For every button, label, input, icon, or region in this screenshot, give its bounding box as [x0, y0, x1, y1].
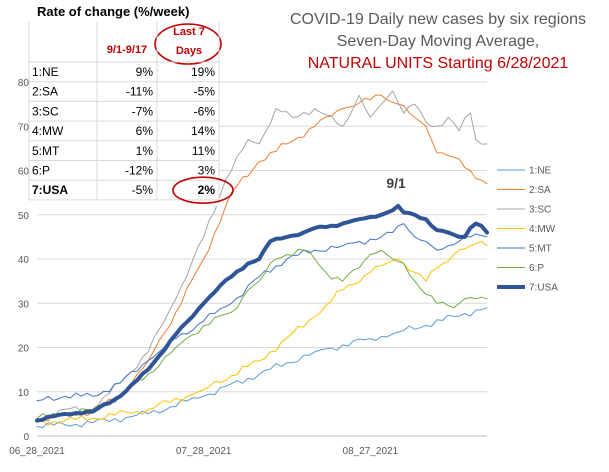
y-tick-label: 30 — [18, 299, 30, 310]
series-lines — [35, 90, 489, 429]
y-tick-label: 10 — [18, 388, 30, 399]
rate-table-value-last-7-days: 14% — [191, 124, 215, 138]
rate-table-value-9-1-9-17: -12% — [125, 164, 153, 178]
rate-table-value-last-7-days: 11% — [192, 144, 215, 158]
chart-title-line: COVID-19 Daily new cases by six regions — [290, 11, 586, 28]
legend-label: 7:USA — [529, 283, 558, 294]
rate-table-background — [29, 2, 219, 206]
x-tick-label: 08_27_2021 — [343, 446, 399, 457]
chart-title: COVID-19 Daily new cases by six regions S… — [290, 11, 586, 72]
rate-table-region: 4:MW — [32, 124, 64, 138]
rate-table-col2-header: Days — [176, 45, 202, 57]
y-axis-ticks: 0 10 20 30 40 50 60 70 80 — [18, 78, 30, 443]
rate-table-region: 3:SC — [32, 104, 59, 118]
rate-table-region: 5:MT — [32, 144, 60, 158]
rate-table-region: 2:SA — [32, 85, 58, 99]
rate-table-col1-header: 9/1-9/17 — [107, 44, 147, 56]
y-tick-label: 20 — [18, 344, 30, 355]
rate-table-region: 7:USA — [32, 183, 68, 197]
legend-label: 4:MW — [529, 224, 556, 235]
series-line-7usa — [35, 203, 489, 423]
y-tick-label: 50 — [18, 211, 30, 222]
rate-table-value-9-1-9-17: 9% — [136, 65, 154, 79]
y-tick-label: 80 — [18, 78, 30, 89]
rate-table-col2-header: Last 7 — [173, 26, 205, 38]
y-tick-label: 0 — [23, 432, 29, 443]
y-tick-label: 70 — [18, 122, 30, 133]
rate-table-value-9-1-9-17: 1% — [136, 144, 154, 158]
rate-table: Rate of change (%/week) 9/1-9/17 Last 7 Day… — [28, 2, 234, 206]
chart-title-line: NATURAL UNITS Starting 6/28/2021 — [308, 55, 569, 72]
x-tick-label: 07_28_2021 — [176, 446, 232, 457]
rate-table-value-last-7-days: 19% — [191, 65, 215, 79]
chart-title-line: Seven-Day Moving Average, — [337, 33, 539, 50]
highlight-circle — [154, 23, 222, 65]
legend-label: 5:MT — [529, 244, 552, 255]
legend-label: 1:NE — [529, 166, 552, 177]
legend-label: 6:P — [529, 263, 544, 274]
rate-table-value-9-1-9-17: -7% — [132, 104, 154, 118]
x-tick-label: 06_28_2021 — [9, 446, 65, 457]
rate-table-region: 6:P — [32, 164, 50, 178]
legend-label: 3:SC — [529, 205, 551, 216]
highlight-circle — [172, 176, 234, 204]
series-line-1ne — [36, 307, 488, 429]
rate-table-value-9-1-9-17: -5% — [132, 183, 154, 197]
rate-table-value-9-1-9-17: -11% — [126, 85, 153, 99]
rate-table-value-last-7-days: 3% — [198, 164, 216, 178]
rate-table-region: 1:NE — [32, 65, 59, 79]
legend-label: 2:SA — [529, 185, 551, 196]
series-line-3sc — [36, 90, 488, 422]
rate-table-title: Rate of change (%/week) — [37, 4, 189, 19]
rate-table-value-last-7-days: -6% — [194, 104, 216, 118]
rate-table-value-last-7-days: -5% — [194, 85, 216, 99]
rate-table-value-9-1-9-17: 6% — [136, 124, 154, 138]
rate-table-value-last-7-days: 2% — [198, 183, 216, 197]
series-line-4mw — [36, 240, 488, 426]
legend: 1:NE 2:SA 3:SC 4:MW 5:MT 6:P 7:USA — [497, 166, 558, 294]
y-tick-label: 40 — [18, 255, 30, 266]
x-axis-ticks: 06_28_2021 07_28_2021 08_27_2021 — [9, 446, 398, 457]
series-line-5mt — [36, 223, 488, 402]
y-tick-label: 60 — [18, 167, 30, 178]
annotation-label: 9/1 — [386, 175, 406, 191]
